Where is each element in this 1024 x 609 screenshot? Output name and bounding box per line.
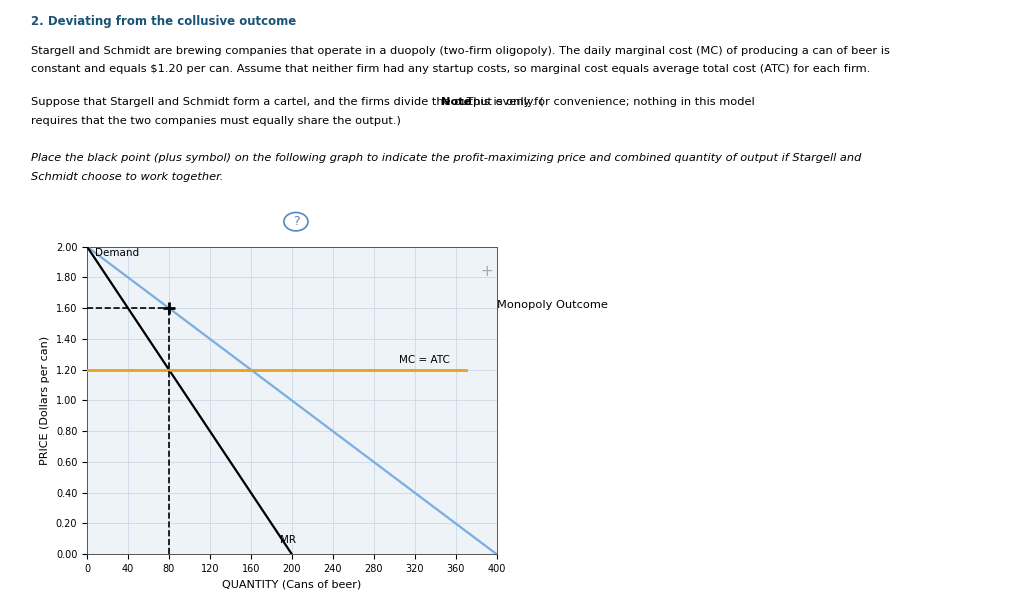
Text: MC = ATC: MC = ATC [399,355,451,365]
Text: Monopoly Outcome: Monopoly Outcome [497,300,607,309]
Text: Suppose that Stargell and Schmidt form a cartel, and the firms divide the output: Suppose that Stargell and Schmidt form a… [31,97,544,107]
Text: constant and equals $1.20 per can. Assume that neither firm had any startup cost: constant and equals $1.20 per can. Assum… [31,64,870,74]
X-axis label: QUANTITY (Cans of beer): QUANTITY (Cans of beer) [222,580,361,590]
Text: ?: ? [293,215,299,228]
Text: Place the black point (plus symbol) on the following graph to indicate the profi: Place the black point (plus symbol) on t… [31,153,861,163]
Text: Stargell and Schmidt are brewing companies that operate in a duopoly (two-firm o: Stargell and Schmidt are brewing compani… [31,46,890,55]
Text: : This is only for convenience; nothing in this model: : This is only for convenience; nothing … [459,97,755,107]
Text: Note: Note [440,97,471,107]
Text: requires that the two companies must equally share the output.): requires that the two companies must equ… [31,116,400,125]
Text: Schmidt choose to work together.: Schmidt choose to work together. [31,172,223,181]
Text: +: + [480,264,493,278]
Y-axis label: PRICE (Dollars per can): PRICE (Dollars per can) [40,336,50,465]
Text: 2. Deviating from the collusive outcome: 2. Deviating from the collusive outcome [31,15,296,28]
Text: MR: MR [280,535,296,545]
Text: Demand: Demand [95,248,139,258]
